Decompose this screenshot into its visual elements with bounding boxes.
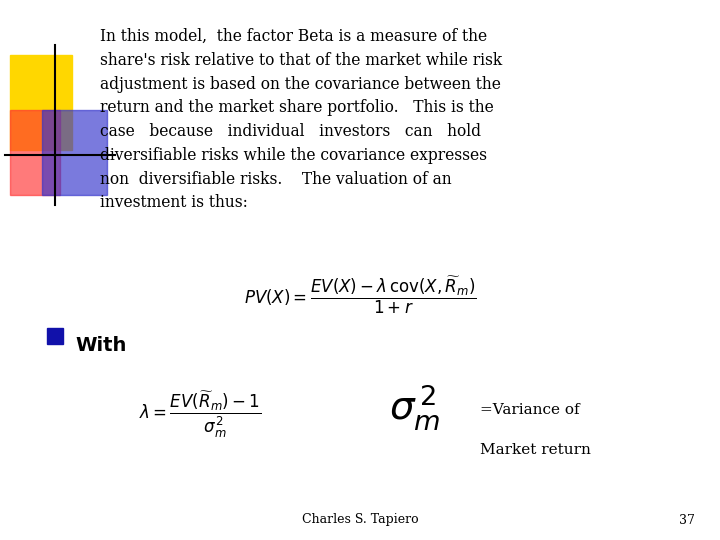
Bar [10, 55, 72, 150]
Text: $PV(X) = \dfrac{EV(X) - \lambda\,\mathrm{cov}(X,\widetilde{R}_m)}{1+r}$: $PV(X) = \dfrac{EV(X) - \lambda\,\mathrm… [243, 274, 477, 316]
Text: =Variance of: =Variance of [480, 403, 580, 417]
Text: With: With [75, 336, 127, 355]
Text: 37: 37 [679, 514, 695, 526]
Text: Market return: Market return [480, 443, 591, 457]
Bar [47, 328, 63, 344]
Text: $\sigma_m^{\,2}$: $\sigma_m^{\,2}$ [390, 383, 441, 433]
Bar [42, 110, 107, 195]
Text: $\lambda = \dfrac{EV(\widetilde{R}_m)-1}{\sigma_m^2}$: $\lambda = \dfrac{EV(\widetilde{R}_m)-1}… [139, 390, 261, 440]
Text: Charles S. Tapiero: Charles S. Tapiero [302, 514, 418, 526]
Text: In this model,  the factor Beta is a measure of the
share's risk relative to tha: In this model, the factor Beta is a meas… [100, 28, 503, 211]
Bar [10, 110, 60, 195]
